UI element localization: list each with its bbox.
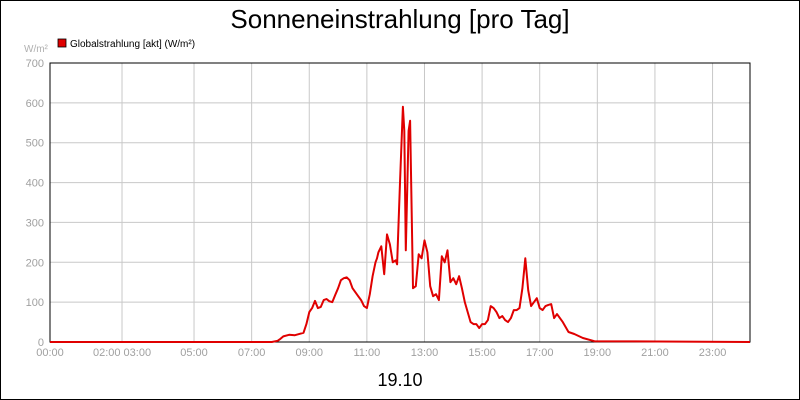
legend: Globalstrahlung [akt] (W/m²): [57, 38, 195, 50]
y-tick-label: 200: [26, 257, 44, 269]
y-tick-label: 400: [26, 178, 44, 190]
x-tick-label: 13:00: [411, 347, 439, 359]
x-tick-label: 17:00: [526, 347, 554, 359]
chart-title: Sonneneinstrahlung [pro Tag]: [230, 4, 569, 34]
x-tick-label: 07:00: [238, 347, 266, 359]
x-tick-label: 00:00: [36, 347, 64, 359]
y-tick-label: 100: [26, 297, 44, 309]
legend-swatch: [57, 38, 67, 48]
series-layer: [50, 105, 751, 343]
y-tick-label: 600: [26, 98, 44, 110]
x-tick-label: 09:00: [295, 347, 323, 359]
x-tick-label: 02:00 03:00: [93, 347, 151, 359]
y-tick-label: 700: [26, 58, 44, 70]
date-label: 19.10: [377, 370, 422, 390]
x-axis-ticks: 00:00 02:00 03:00 05:00 07:00 09:00 11:00 13:0…: [36, 347, 726, 359]
x-tick-label: 05:00: [180, 347, 208, 359]
y-tick-label: 300: [26, 217, 44, 229]
x-tick-label: 21:00: [641, 347, 669, 359]
x-tick-label: 23:00: [699, 347, 727, 359]
plot-area-border: [49, 62, 751, 343]
x-tick-label: 19:00: [584, 347, 612, 359]
y-axis-unit: W/m²: [24, 44, 49, 55]
y-axis-ticks: 0 100 200 300 400 500 600 700: [26, 58, 44, 349]
grid: [50, 63, 750, 342]
series-line: [50, 105, 751, 343]
y-tick-label: 0: [38, 337, 44, 349]
x-tick-label: 15:00: [468, 347, 496, 359]
x-tick-label: 11:00: [354, 347, 381, 359]
y-tick-label: 500: [26, 138, 44, 150]
legend-label: Globalstrahlung [akt] (W/m²): [70, 39, 195, 50]
